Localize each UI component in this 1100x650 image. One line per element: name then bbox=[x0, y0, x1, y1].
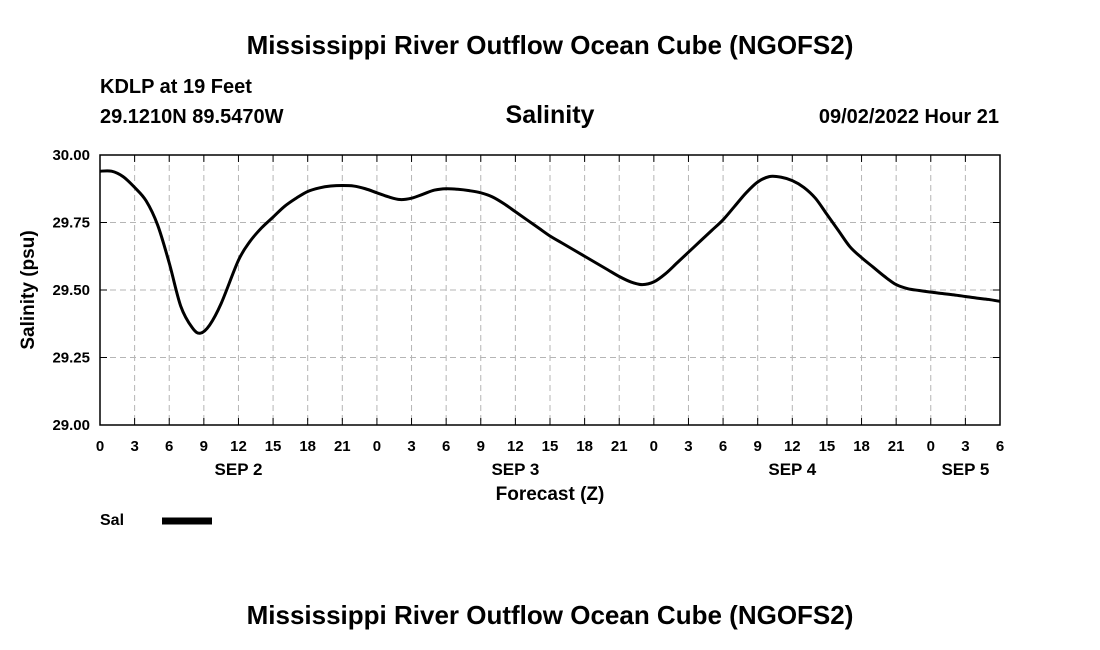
x-tick-label: 12 bbox=[230, 438, 247, 455]
coordinates-label: 29.1210N 89.5470W bbox=[100, 106, 284, 128]
series-layer bbox=[99, 169, 1001, 335]
salinity-chart: 0 3 6 9 12 15 18 21 0 3 6 9 12 15 18 21 0 3 6 9 12 15 18 21 0 3 6 2… bbox=[18, 147, 1004, 529]
day-label: SEP 4 bbox=[768, 460, 816, 479]
x-tick-label: 0 bbox=[373, 438, 381, 455]
station-label: KDLP at 19 Feet bbox=[100, 76, 252, 98]
x-tick-label: 9 bbox=[754, 438, 762, 455]
x-tick-label: 6 bbox=[719, 438, 727, 455]
x-tick-label: 3 bbox=[961, 438, 969, 455]
x-tick-label: 9 bbox=[477, 438, 485, 455]
x-tick-label: 21 bbox=[334, 438, 351, 455]
x-tick-label: 9 bbox=[200, 438, 208, 455]
x-tick-label: 21 bbox=[888, 438, 905, 455]
series-line-sal bbox=[99, 169, 1001, 335]
plot-area-frame bbox=[99, 154, 1001, 426]
y-tick-label: 29.25 bbox=[52, 350, 90, 367]
x-tick-label: 0 bbox=[96, 438, 104, 455]
x-tick-label: 12 bbox=[784, 438, 801, 455]
y-tick-label: 29.75 bbox=[52, 215, 90, 232]
grid-lines bbox=[100, 155, 1000, 425]
bottom-title: Mississippi River Outflow Ocean Cube (NG… bbox=[246, 600, 854, 630]
legend-label-sal: Sal bbox=[100, 512, 124, 529]
x-tick-label: 21 bbox=[611, 438, 628, 455]
top-title: Mississippi River Outflow Ocean Cube (NG… bbox=[246, 30, 854, 60]
x-tick-label: 18 bbox=[576, 438, 593, 455]
y-axis-title: Salinity (psu) bbox=[18, 230, 39, 349]
x-tick-label: 3 bbox=[407, 438, 415, 455]
day-label: SEP 2 bbox=[215, 460, 263, 479]
x-tick-label: 15 bbox=[819, 438, 836, 455]
x-tick-label: 15 bbox=[542, 438, 559, 455]
x-tick-label: 0 bbox=[927, 438, 935, 455]
day-label: SEP 5 bbox=[941, 460, 989, 479]
x-tick-label: 6 bbox=[442, 438, 450, 455]
x-axis-title: Forecast (Z) bbox=[496, 484, 605, 505]
legend: Sal bbox=[100, 512, 212, 529]
y-tick-label: 29.50 bbox=[52, 282, 90, 299]
chart-title: Salinity bbox=[505, 101, 595, 129]
y-tick-label: 30.00 bbox=[52, 147, 90, 164]
day-label: SEP 3 bbox=[491, 460, 539, 479]
x-tick-label: 3 bbox=[130, 438, 138, 455]
x-tick-label: 3 bbox=[684, 438, 692, 455]
x-tick-label: 15 bbox=[265, 438, 282, 455]
x-tick-label: 0 bbox=[650, 438, 658, 455]
axis-labels: 0 3 6 9 12 15 18 21 0 3 6 9 12 15 18 21 0 3 6 9 12 15 18 21 0 3 6 2… bbox=[52, 147, 1004, 479]
x-tick-label: 18 bbox=[853, 438, 870, 455]
x-tick-label: 12 bbox=[507, 438, 524, 455]
x-tick-label: 6 bbox=[996, 438, 1004, 455]
x-tick-label: 18 bbox=[299, 438, 316, 455]
x-tick-label: 6 bbox=[165, 438, 173, 455]
forecast-datetime: 09/02/2022 Hour 21 bbox=[818, 106, 999, 128]
y-tick-label: 29.00 bbox=[52, 417, 90, 434]
